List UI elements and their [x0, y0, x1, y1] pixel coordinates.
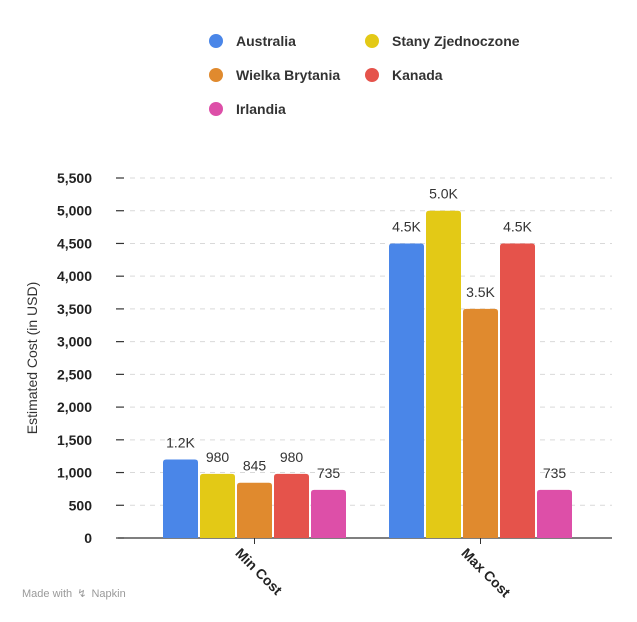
bar-data-label: 3.5K [466, 284, 495, 300]
legend-label: Irlandia [236, 101, 286, 117]
bar-data-label: 4.5K [503, 218, 532, 234]
bar-stany-zjednoczone [200, 473, 235, 538]
y-tick-label: 1,000 [57, 465, 92, 481]
y-tick-label: 500 [69, 497, 93, 513]
bar-data-label: 980 [206, 449, 230, 465]
bar-kanada [500, 243, 535, 539]
bar-data-label: 980 [280, 449, 304, 465]
bar-kanada [274, 473, 309, 538]
bar-irlandia [311, 489, 346, 538]
legend-label: Stany Zjednoczone [392, 33, 520, 49]
legend-label: Kanada [392, 67, 443, 83]
x-tick-label: Min Cost [232, 545, 285, 598]
bar-wielka-brytania [237, 482, 272, 538]
bar-stany-zjednoczone [426, 210, 461, 538]
bar-wielka-brytania [463, 308, 498, 538]
y-tick-label: 2,500 [57, 366, 92, 382]
bar-data-label: 4.5K [392, 218, 421, 234]
y-tick-label: 4,000 [57, 268, 92, 284]
legend-swatch [209, 68, 223, 82]
y-tick-label: 0 [84, 530, 92, 546]
napkin-brand-text: Napkin [91, 588, 126, 600]
y-tick-label: 5,500 [57, 170, 92, 186]
y-tick-label: 4,500 [57, 235, 92, 251]
bar-data-label: 735 [317, 465, 341, 481]
y-tick-label: 3,000 [57, 334, 92, 350]
made-with-text: Made with [22, 588, 73, 600]
made-with-napkin: Made with ↯ Napkin [22, 587, 126, 600]
bar-data-label: 1.2K [166, 434, 195, 450]
y-tick-label: 2,000 [57, 399, 92, 415]
legend-swatch [209, 34, 223, 48]
x-tick-label: Max Cost [458, 545, 514, 601]
bar-data-label: 845 [243, 458, 267, 474]
bar-data-label: 735 [543, 465, 567, 481]
legend-label: Australia [236, 33, 296, 49]
napkin-logo-icon: ↯ [77, 588, 87, 600]
legend-label: Wielka Brytania [236, 67, 340, 83]
y-axis-label: Estimated Cost (in USD) [24, 282, 40, 434]
bar-irlandia [537, 489, 572, 538]
y-tick-label: 1,500 [57, 432, 92, 448]
y-tick-label: 5,000 [57, 203, 92, 219]
y-tick-label: 3,500 [57, 301, 92, 317]
legend-swatch [365, 34, 379, 48]
bar-australia [163, 459, 198, 538]
bar-australia [389, 243, 424, 539]
legend-swatch [209, 102, 223, 116]
bar-data-label: 5.0K [429, 186, 458, 202]
legend-swatch [365, 68, 379, 82]
